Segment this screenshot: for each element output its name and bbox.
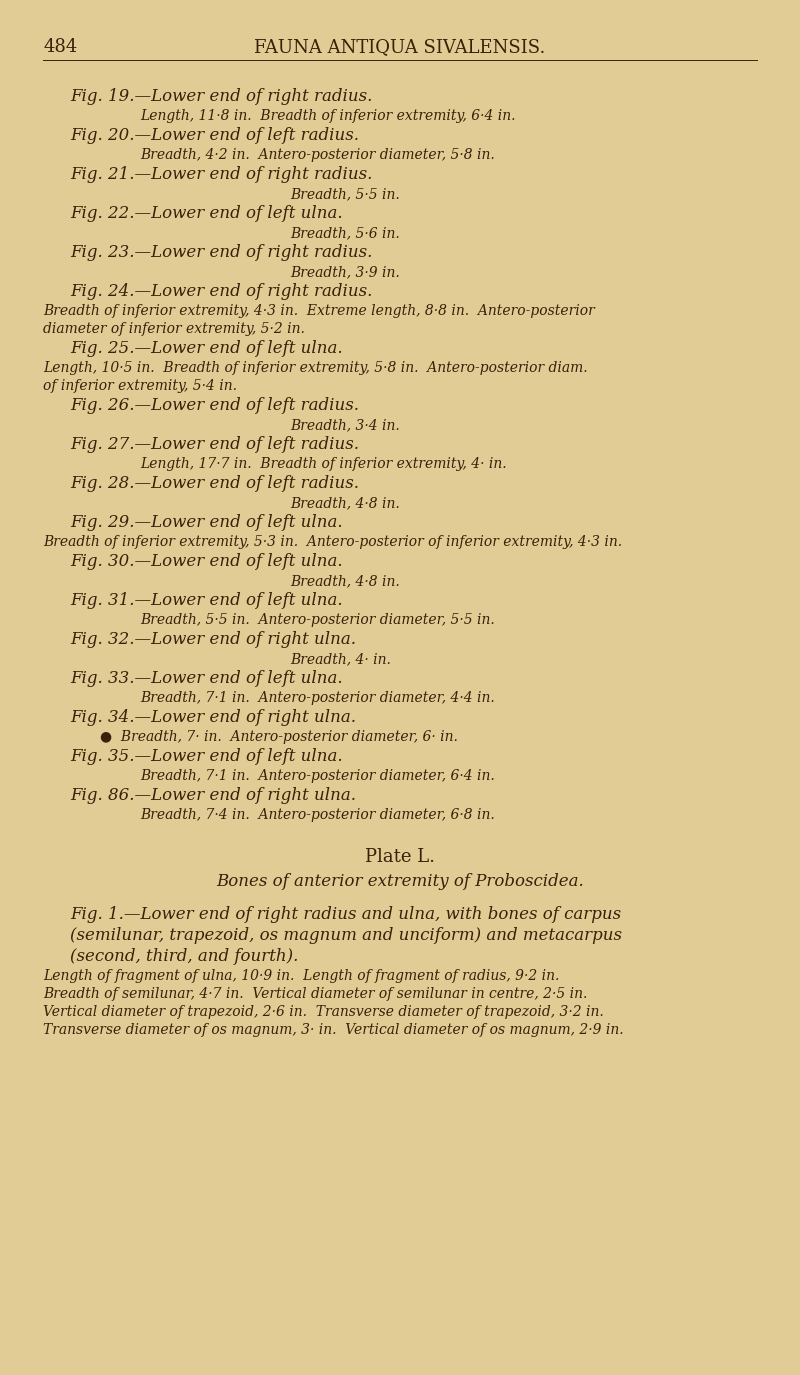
Text: Fig. 20.—Lower end of left radius.: Fig. 20.—Lower end of left radius. — [70, 126, 359, 144]
Text: Breadth, 4· in.: Breadth, 4· in. — [290, 652, 391, 666]
Text: Fig. 23.—Lower end of right radius.: Fig. 23.—Lower end of right radius. — [70, 243, 372, 261]
Text: Length, 17·7 in.  Breadth of inferior extremity, 4· in.: Length, 17·7 in. Breadth of inferior ext… — [140, 456, 506, 472]
Text: Breadth, 4·8 in.: Breadth, 4·8 in. — [290, 573, 400, 588]
Text: Bones of anterior extremity of Proboscidea.: Bones of anterior extremity of Proboscid… — [216, 873, 584, 890]
Text: Fig. 21.—Lower end of right radius.: Fig. 21.—Lower end of right radius. — [70, 166, 372, 183]
Text: Fig. 35.—Lower end of left ulna.: Fig. 35.—Lower end of left ulna. — [70, 748, 342, 764]
Text: Breadth, 5·5 in.  Antero-posterior diameter, 5·5 in.: Breadth, 5·5 in. Antero-posterior diamet… — [140, 613, 494, 627]
Text: Fig. 26.—Lower end of left radius.: Fig. 26.—Lower end of left radius. — [70, 397, 359, 414]
Text: Breadth of inferior extremity, 5·3 in.  Antero-posterior of inferior extremity, : Breadth of inferior extremity, 5·3 in. A… — [43, 535, 622, 549]
Text: Fig. 25.—Lower end of left ulna.: Fig. 25.—Lower end of left ulna. — [70, 340, 342, 358]
Text: Fig. 22.—Lower end of left ulna.: Fig. 22.—Lower end of left ulna. — [70, 205, 342, 221]
Text: Breadth, 5·6 in.: Breadth, 5·6 in. — [290, 226, 400, 241]
Text: Breadth, 3·4 in.: Breadth, 3·4 in. — [290, 418, 400, 432]
Text: Fig. 31.—Lower end of left ulna.: Fig. 31.—Lower end of left ulna. — [70, 593, 342, 609]
Text: Breadth of inferior extremity, 4·3 in.  Extreme length, 8·8 in.  Antero-posterio: Breadth of inferior extremity, 4·3 in. E… — [43, 304, 594, 318]
Text: Fig. 29.—Lower end of left ulna.: Fig. 29.—Lower end of left ulna. — [70, 514, 342, 531]
Text: Fig. 86.—Lower end of right ulna.: Fig. 86.—Lower end of right ulna. — [70, 786, 356, 804]
Text: Fig. 1.—Lower end of right radius and ulna, with bones of carpus: Fig. 1.—Lower end of right radius and ul… — [70, 906, 621, 923]
Text: Fig. 19.—Lower end of right radius.: Fig. 19.—Lower end of right radius. — [70, 88, 372, 104]
Text: Fig. 33.—Lower end of left ulna.: Fig. 33.—Lower end of left ulna. — [70, 670, 342, 688]
Text: Fig. 28.—Lower end of left radius.: Fig. 28.—Lower end of left radius. — [70, 474, 359, 492]
Text: Length, 11·8 in.  Breadth of inferior extremity, 6·4 in.: Length, 11·8 in. Breadth of inferior ext… — [140, 109, 515, 122]
Text: Vertical diameter of trapezoid, 2·6 in.  Transverse diameter of trapezoid, 3·2 i: Vertical diameter of trapezoid, 2·6 in. … — [43, 1005, 604, 1019]
Text: Breadth, 7·1 in.  Antero-posterior diameter, 4·4 in.: Breadth, 7·1 in. Antero-posterior diamet… — [140, 692, 494, 705]
Text: 484: 484 — [43, 38, 78, 56]
Text: (second, third, and fourth).: (second, third, and fourth). — [70, 947, 298, 965]
Text: Breadth of semilunar, 4·7 in.  Vertical diameter of semilunar in centre, 2·5 in.: Breadth of semilunar, 4·7 in. Vertical d… — [43, 987, 587, 1001]
Text: Fig. 32.—Lower end of right ulna.: Fig. 32.—Lower end of right ulna. — [70, 631, 356, 648]
Text: Length, 10·5 in.  Breadth of inferior extremity, 5·8 in.  Antero-posterior diam.: Length, 10·5 in. Breadth of inferior ext… — [43, 362, 588, 375]
Text: Breadth, 4·2 in.  Antero-posterior diameter, 5·8 in.: Breadth, 4·2 in. Antero-posterior diamet… — [140, 148, 494, 162]
Text: diameter of inferior extremity, 5·2 in.: diameter of inferior extremity, 5·2 in. — [43, 322, 305, 336]
Text: Fig. 27.—Lower end of left radius.: Fig. 27.—Lower end of left radius. — [70, 436, 359, 452]
Text: Plate L.: Plate L. — [365, 848, 435, 866]
Text: Fig. 34.—Lower end of right ulna.: Fig. 34.—Lower end of right ulna. — [70, 710, 356, 726]
Text: of inferior extremity, 5·4 in.: of inferior extremity, 5·4 in. — [43, 380, 237, 393]
Text: Length of fragment of ulna, 10·9 in.  Length of fragment of radius, 9·2 in.: Length of fragment of ulna, 10·9 in. Len… — [43, 969, 559, 983]
Text: Fig. 30.—Lower end of left ulna.: Fig. 30.—Lower end of left ulna. — [70, 553, 342, 571]
Text: Breadth, 4·8 in.: Breadth, 4·8 in. — [290, 496, 400, 510]
Text: Breadth, 5·5 in.: Breadth, 5·5 in. — [290, 187, 400, 201]
Text: Transverse diameter of os magnum, 3· in.  Vertical diameter of os magnum, 2·9 in: Transverse diameter of os magnum, 3· in.… — [43, 1023, 624, 1037]
Text: FAUNA ANTIQUA SIVALENSIS.: FAUNA ANTIQUA SIVALENSIS. — [254, 38, 546, 56]
Text: ●  Breadth, 7· in.  Antero-posterior diameter, 6· in.: ● Breadth, 7· in. Antero-posterior diame… — [100, 730, 458, 744]
Text: Breadth, 7·1 in.  Antero-posterior diameter, 6·4 in.: Breadth, 7·1 in. Antero-posterior diamet… — [140, 769, 494, 782]
Text: (semilunar, trapezoid, os magnum and unciform) and metacarpus: (semilunar, trapezoid, os magnum and unc… — [70, 927, 622, 945]
Text: Fig. 24.—Lower end of right radius.: Fig. 24.—Lower end of right radius. — [70, 283, 372, 300]
Text: Breadth, 7·4 in.  Antero-posterior diameter, 6·8 in.: Breadth, 7·4 in. Antero-posterior diamet… — [140, 808, 494, 822]
Text: Breadth, 3·9 in.: Breadth, 3·9 in. — [290, 265, 400, 279]
